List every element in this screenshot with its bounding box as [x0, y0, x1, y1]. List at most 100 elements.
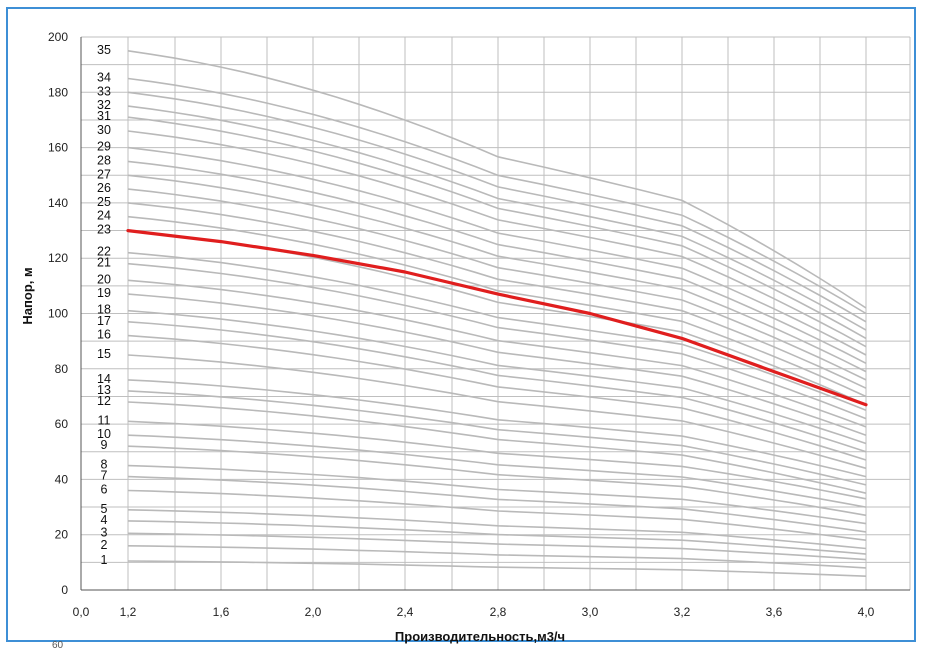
x-tick-label: 4,0 [858, 605, 875, 619]
stage-label: 1 [101, 553, 108, 567]
stage-curve [127, 309, 867, 445]
y-axis-title: Напор, м [20, 267, 35, 324]
y-tick-label: 20 [55, 528, 69, 542]
y-tick-label: 160 [48, 141, 68, 155]
stage-curve [127, 334, 867, 461]
stage-curve [127, 188, 867, 381]
stage-label: 19 [97, 286, 111, 300]
x-tick-label: 3,0 [582, 605, 599, 619]
stage-curve [127, 532, 867, 561]
stage-label: 24 [97, 209, 111, 223]
stage-curve [127, 130, 867, 348]
y-tick-label: 200 [48, 30, 68, 44]
stage-label: 10 [97, 427, 111, 441]
stage-curve [127, 420, 867, 500]
x-axis-title: Производительность,м3/ч [395, 629, 565, 644]
stage-curve [127, 401, 867, 494]
stage-label: 17 [97, 314, 111, 328]
stage-curve [127, 202, 867, 389]
x-tick-label: 2,0 [305, 605, 322, 619]
stage-curve [127, 262, 867, 420]
x-tick-label: 3,6 [766, 605, 783, 619]
stage-label: 15 [97, 347, 111, 361]
stage-curve [127, 354, 867, 470]
stage-curve [127, 146, 867, 356]
stage-label: 28 [97, 153, 111, 167]
stage-label: 3 [101, 525, 108, 539]
highlight-curve-group [126, 229, 868, 407]
stage-curve [127, 434, 867, 508]
stage-curve [127, 379, 867, 478]
y-tick-label: 140 [48, 196, 68, 210]
chart-axes [80, 37, 910, 591]
stage-curve [127, 390, 867, 486]
stage-label: 5 [101, 502, 108, 516]
footer-fragment: 60 [52, 641, 64, 651]
stage-curve [127, 489, 867, 541]
stage-label: 32 [97, 98, 111, 112]
stage-curve [127, 520, 867, 555]
stage-curve [127, 560, 867, 577]
x-tick-labels: 0,0 1,2 1,6 2,0 2,4 2,8 3,0 3,2 3,6 4,0 [73, 605, 875, 619]
stage-curve [127, 279, 867, 428]
stage-label: 20 [97, 272, 111, 286]
stage-curve [127, 475, 867, 533]
chart-grid [80, 36, 911, 591]
stage-labels: 1234567891011121314151617181920212223242… [97, 43, 111, 567]
stage-label: 14 [97, 372, 111, 386]
stage-label: 2 [101, 538, 108, 552]
stage-label: 29 [97, 140, 111, 154]
stage-curve [127, 105, 867, 331]
y-tick-label: 180 [48, 85, 68, 99]
y-tick-label: 120 [48, 251, 68, 265]
stage-curve [127, 293, 867, 436]
y-tick-label: 80 [55, 362, 69, 376]
stage-label: 16 [97, 328, 111, 342]
stage-label: 7 [101, 469, 108, 483]
stage-label: 33 [97, 84, 111, 98]
stage-label: 27 [97, 167, 111, 181]
stage-label: 9 [101, 438, 108, 452]
stage-curve [127, 445, 867, 517]
stage-label: 22 [97, 245, 111, 259]
x-tick-label: 1,2 [120, 605, 137, 619]
stage-curve [127, 509, 867, 550]
stage-label: 25 [97, 195, 111, 209]
y-tick-labels: 0 20 40 60 80 100 120 140 160 180 200 [48, 30, 68, 597]
x-tick-label: 1,6 [213, 605, 230, 619]
x-tick-label: 2,4 [397, 605, 414, 619]
stage-curve [127, 251, 867, 412]
x-tick-label: 2,8 [490, 605, 507, 619]
stage-label: 4 [101, 513, 108, 527]
y-tick-label: 100 [48, 307, 68, 321]
stage-label: 18 [97, 303, 111, 317]
stage-curve [127, 215, 867, 398]
y-tick-label: 60 [55, 417, 69, 431]
stage-curve [127, 50, 867, 309]
stage-curve [127, 160, 867, 365]
stage-label: 30 [97, 123, 111, 137]
stage-label: 13 [97, 383, 111, 397]
stage-curve [127, 545, 867, 569]
x-tick-label: 0,0 [73, 605, 90, 619]
y-tick-label: 40 [55, 472, 69, 486]
stage-curves [127, 50, 867, 577]
stage-label: 8 [101, 458, 108, 472]
stage-curve [127, 321, 867, 453]
stage-label: 6 [101, 482, 108, 496]
stage-label: 34 [97, 70, 111, 84]
x-tick-label: 3,2 [674, 605, 691, 619]
stage-label: 23 [97, 223, 111, 237]
stage-curve [127, 116, 867, 340]
stage-label: 35 [97, 43, 111, 57]
stage-label: 31 [97, 109, 111, 123]
stage-curve [127, 77, 867, 315]
stage-label: 21 [97, 256, 111, 270]
stage-curve [127, 91, 867, 323]
stage-label: 26 [97, 181, 111, 195]
y-tick-label: 0 [61, 583, 68, 597]
stage-label: 12 [97, 394, 111, 408]
stage-curve [127, 464, 867, 525]
stage-label: 11 [98, 413, 111, 427]
